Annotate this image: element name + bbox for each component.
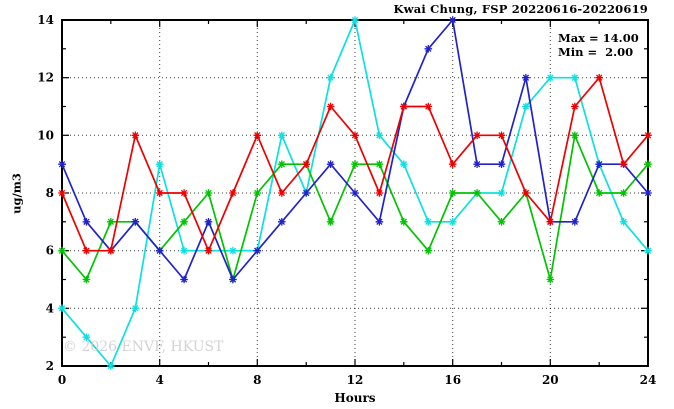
x-tick-label: 0 xyxy=(58,373,66,387)
min-value-label: Min = 2.00 xyxy=(558,45,634,59)
y-tick-label: 12 xyxy=(37,71,54,85)
y-tick-label: 8 xyxy=(46,186,54,200)
x-tick-label: 20 xyxy=(542,373,559,387)
max-value-label: Max = 14.00 xyxy=(558,31,639,45)
y-tick-label: 6 xyxy=(46,244,54,258)
y-tick-label: 4 xyxy=(46,301,54,315)
x-tick-label: 12 xyxy=(347,373,364,387)
y-tick-label: 2 xyxy=(46,359,54,373)
y-tick-label: 14 xyxy=(37,13,54,27)
y-axis-label: ug/m3 xyxy=(9,173,24,214)
x-tick-label: 4 xyxy=(156,373,164,387)
y-tick-label: 10 xyxy=(37,128,54,142)
x-axis-label: Hours xyxy=(334,391,376,405)
watermark-text: © 2026 ENVF, HKUST xyxy=(63,339,224,355)
x-tick-label: 16 xyxy=(444,373,461,387)
day-4-red-markers xyxy=(58,73,652,255)
chart-title: Kwai Chung, FSP 20220616-20220619 xyxy=(393,2,648,16)
x-tick-label: 8 xyxy=(253,373,261,387)
x-tick-label: 24 xyxy=(640,373,657,387)
